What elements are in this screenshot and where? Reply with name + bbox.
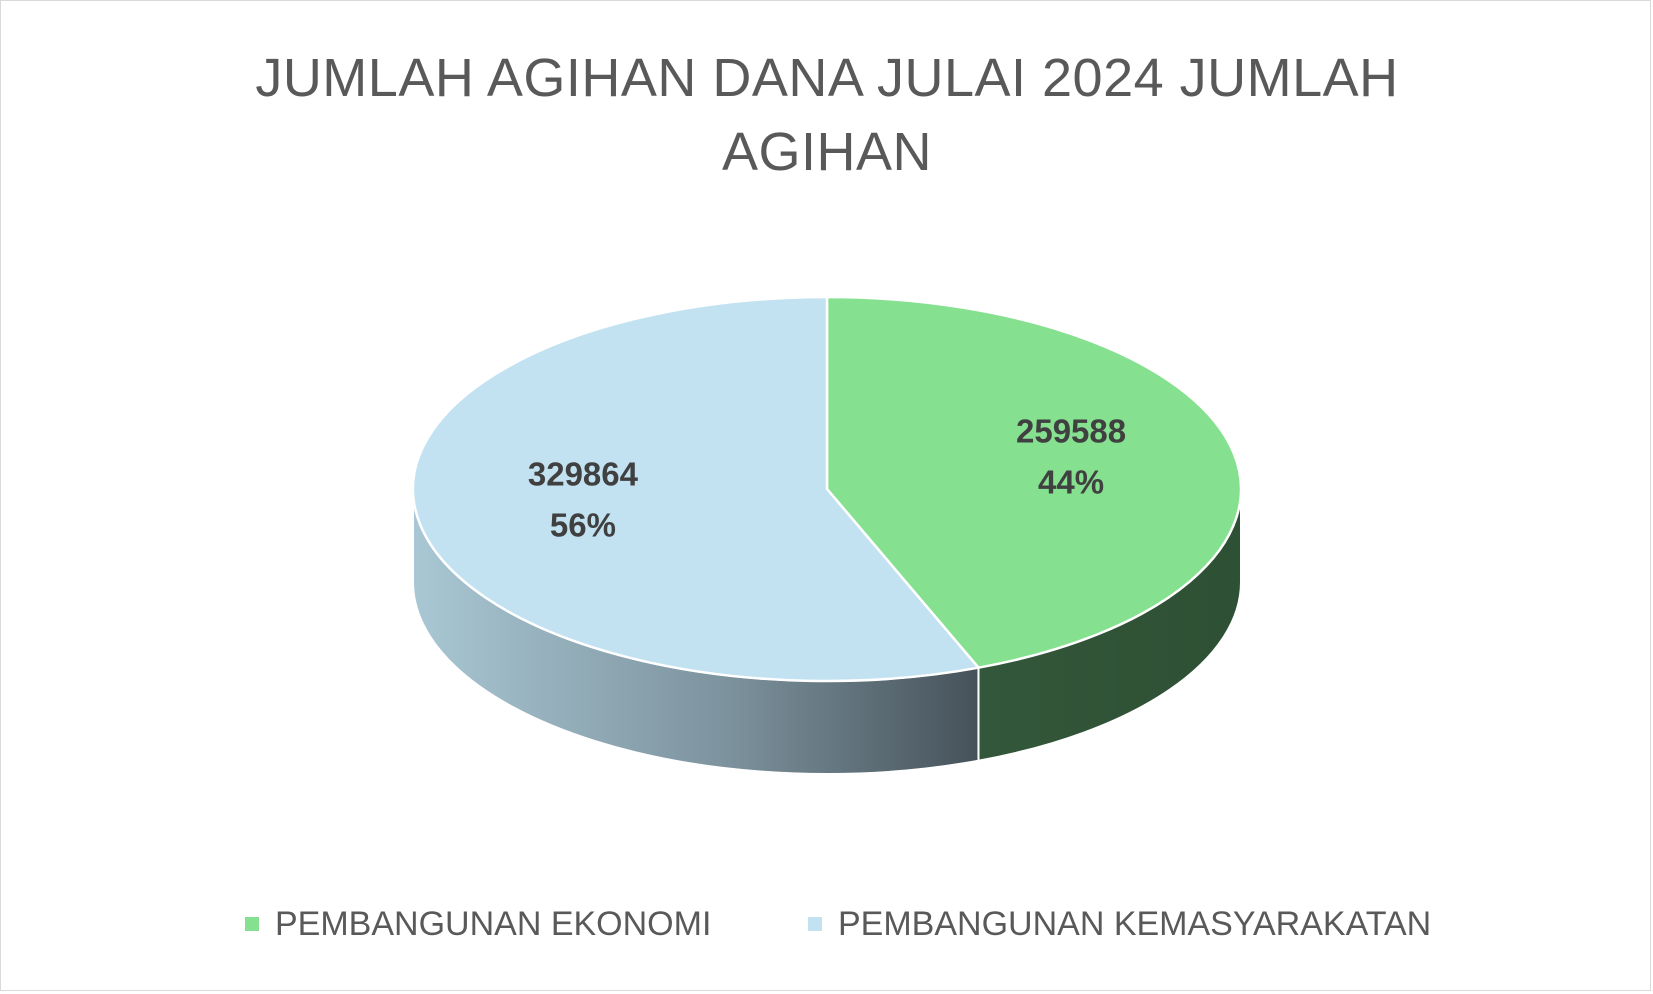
pie-tops — [411, 295, 1243, 683]
data-label-percent-ekonomi: 44% — [1038, 464, 1104, 501]
pie-labels: 259588 44% 329864 56% — [528, 413, 1126, 544]
chart-title: JUMLAH AGIHAN DANA JULAI 2024 JUMLAH AGI… — [255, 48, 1399, 182]
data-label-value-ekonomi: 259588 — [1016, 413, 1126, 450]
data-label-percent-kemasyarakatan: 56% — [550, 506, 616, 543]
legend: PEMBANGUNAN EKONOMI PEMBANGUNAN KEMASYAR… — [1, 899, 1653, 949]
legend-label-ekonomi: PEMBANGUNAN EKONOMI — [275, 904, 712, 943]
legend-swatch-ekonomi — [245, 917, 259, 931]
data-label-value-kemasyarakatan: 329864 — [528, 455, 639, 492]
pie-slice-kemasyarakatan — [411, 295, 980, 683]
legend-item-ekonomi: PEMBANGUNAN EKONOMI — [245, 899, 711, 949]
legend-swatch-kemasyarakatan — [808, 917, 822, 931]
legend-label-kemasyarakatan: PEMBANGUNAN KEMASYARAKATAN — [838, 904, 1432, 943]
legend-item-kemasyarakatan: PEMBANGUNAN KEMASYARAKATAN — [808, 899, 1431, 949]
pie-slice-ekonomi — [825, 295, 1243, 669]
